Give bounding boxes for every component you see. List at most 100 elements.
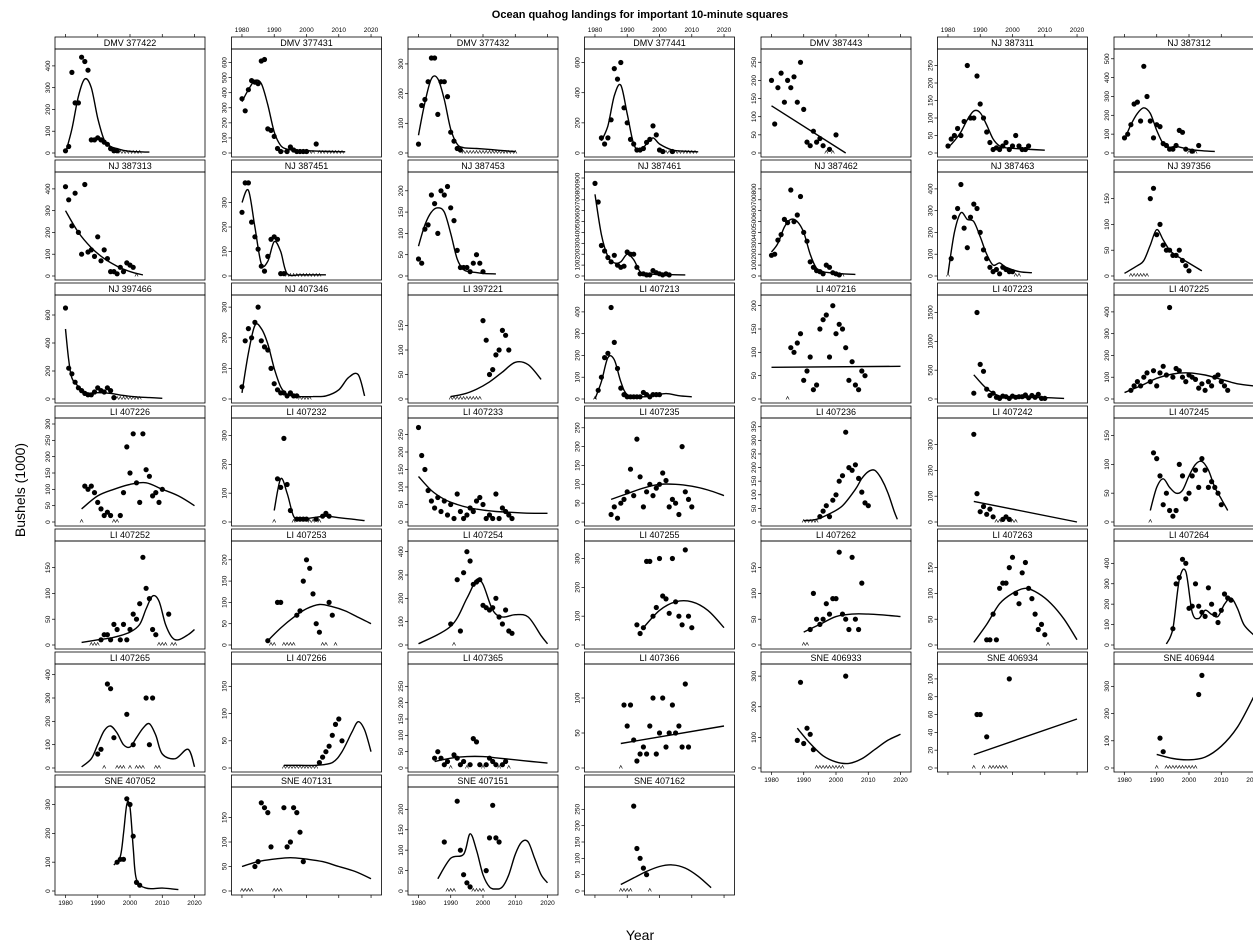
- y-tick-label: 0: [928, 520, 935, 524]
- y-tick-label: 200: [222, 221, 229, 232]
- data-point-zero: [626, 889, 629, 892]
- data-point: [474, 739, 479, 744]
- data-point: [660, 695, 665, 700]
- data-point: [1212, 612, 1217, 617]
- data-point: [330, 613, 335, 618]
- y-tick-label: 200: [1104, 708, 1111, 719]
- data-point: [1203, 468, 1208, 473]
- data-point: [1177, 462, 1182, 467]
- panel-title: LI 407225: [1169, 284, 1209, 294]
- panel-title: NJ 387453: [461, 161, 505, 171]
- y-tick-label: 400: [45, 60, 52, 71]
- data-point: [92, 490, 97, 495]
- data-point: [791, 350, 796, 355]
- y-tick-label: 0: [575, 151, 582, 155]
- fit-curve: [797, 728, 900, 763]
- y-tick-label: 200: [398, 593, 405, 604]
- y-tick-label: 150: [398, 320, 405, 331]
- data-point: [997, 271, 1002, 276]
- y-tick-label: 300: [1104, 578, 1111, 589]
- fit-curve: [419, 579, 548, 644]
- x-tick-label: 2020: [540, 900, 555, 907]
- data-point-zero: [279, 889, 282, 892]
- data-point: [1228, 598, 1233, 603]
- y-tick-label: 1500: [928, 305, 935, 320]
- y-tick-label: 100: [928, 588, 935, 599]
- y-tick-label: 200: [45, 227, 52, 238]
- x-tick-label: 1980: [1117, 777, 1132, 784]
- data-point-zero: [805, 643, 808, 646]
- data-point: [657, 556, 662, 561]
- data-point: [98, 506, 103, 511]
- y-tick-label: 0: [575, 643, 582, 647]
- panel-title: DMV 377432: [457, 38, 510, 48]
- data-point: [153, 490, 158, 495]
- data-point-zero: [122, 766, 125, 769]
- data-point: [320, 755, 325, 760]
- data-point: [974, 491, 979, 496]
- data-point: [840, 612, 845, 617]
- data-point: [596, 388, 601, 393]
- y-tick-label: 300: [45, 692, 52, 703]
- data-point: [435, 749, 440, 754]
- data-point-zero: [452, 397, 455, 400]
- data-point-zero: [1168, 766, 1171, 769]
- data-point: [987, 140, 992, 145]
- data-point-zero: [622, 889, 625, 892]
- y-tick-label: 0: [575, 397, 582, 401]
- panel-plot-area: [585, 664, 735, 772]
- data-point: [493, 491, 498, 496]
- data-point-zero: [988, 766, 991, 769]
- data-point-zero: [269, 643, 272, 646]
- data-point: [487, 372, 492, 377]
- y-tick-label: 200: [398, 697, 405, 708]
- fit-curve: [621, 865, 711, 888]
- data-point: [1010, 555, 1015, 560]
- data-point: [1036, 627, 1041, 632]
- panel-title: LI 407235: [639, 407, 679, 417]
- y-tick-label: 50: [222, 863, 229, 871]
- panel-title: LI 407232: [286, 407, 326, 417]
- y-tick-label: 100: [1104, 735, 1111, 746]
- y-tick-label: 50: [575, 499, 582, 507]
- data-point: [1170, 626, 1175, 631]
- x-tick-label: 2000: [1182, 777, 1197, 784]
- data-point: [314, 141, 319, 146]
- fit-curve: [419, 477, 548, 514]
- data-point: [497, 347, 502, 352]
- x-tick-label: 1990: [443, 900, 458, 907]
- data-point-zero: [1004, 766, 1007, 769]
- data-point: [974, 206, 979, 211]
- data-point-zero: [90, 643, 93, 646]
- data-point: [108, 686, 113, 691]
- data-point: [1183, 263, 1188, 268]
- data-point: [641, 625, 646, 630]
- x-tick-label-top: 2020: [717, 27, 732, 34]
- data-point: [438, 756, 443, 761]
- data-point: [955, 126, 960, 131]
- data-point: [239, 96, 244, 101]
- data-point: [252, 320, 257, 325]
- data-point: [997, 586, 1002, 591]
- y-tick-label: 150: [751, 323, 758, 334]
- y-tick-label: 50: [928, 132, 935, 140]
- data-point: [118, 265, 123, 270]
- data-point: [785, 220, 790, 225]
- data-point: [105, 681, 110, 686]
- panel-title: DMV 377441: [633, 38, 686, 48]
- y-tick-label: 300: [45, 82, 52, 93]
- data-point: [971, 391, 976, 396]
- y-tick-label: 0: [751, 151, 758, 155]
- data-point: [1148, 196, 1153, 201]
- data-point: [833, 132, 838, 137]
- panel-title: LI 407365: [463, 653, 503, 663]
- data-point: [615, 366, 620, 371]
- panel-plot-area: [408, 664, 558, 772]
